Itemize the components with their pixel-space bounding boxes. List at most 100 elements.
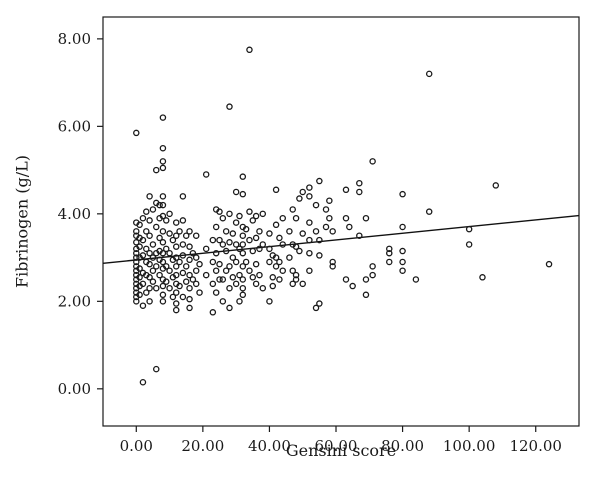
data-point [292, 276, 300, 283]
data-point [172, 254, 180, 261]
data-point [159, 249, 167, 257]
data-point [316, 252, 323, 259]
plot-frame-layer [102, 16, 580, 427]
y-tick-label: 4.00 [58, 205, 91, 223]
data-point [246, 46, 253, 54]
data-point [182, 263, 190, 270]
data-point [159, 228, 167, 235]
data-point [156, 201, 163, 209]
data-point [153, 284, 160, 292]
data-point [209, 258, 217, 266]
data-point [192, 254, 200, 261]
data-point [149, 254, 157, 261]
data-point [179, 193, 187, 200]
data-point [172, 289, 180, 296]
data-point [216, 208, 223, 215]
data-point [465, 241, 473, 248]
data-point [259, 284, 267, 292]
data-point [196, 260, 203, 268]
data-point [286, 254, 293, 261]
data-point [192, 232, 200, 239]
data-point [399, 190, 406, 198]
data-point [222, 247, 230, 255]
data-point [133, 239, 140, 246]
data-point [299, 280, 306, 288]
data-point [212, 267, 220, 274]
data-point [133, 258, 140, 266]
data-point [479, 274, 486, 281]
data-point [139, 236, 147, 244]
data-point [172, 219, 180, 226]
data-point [329, 258, 336, 266]
data-point [386, 258, 393, 266]
data-point [356, 232, 363, 239]
data-point [306, 267, 313, 274]
data-point [179, 217, 187, 224]
data-point [159, 114, 167, 121]
data-point [179, 269, 187, 277]
data-point [399, 258, 406, 266]
data-point [216, 236, 223, 244]
data-point [212, 249, 220, 257]
data-points-layer [133, 46, 553, 386]
data-point [162, 217, 170, 224]
data-point [279, 267, 286, 274]
data-point [306, 236, 313, 244]
data-point [169, 293, 177, 301]
axis-ticks-layer: 0.00 20.00 40.00 60.00 80.00 100.00 120.00 0.00… [58, 30, 562, 455]
data-point [172, 243, 180, 250]
data-point [249, 217, 257, 224]
data-point [266, 258, 273, 266]
data-point [286, 228, 293, 235]
data-point [232, 219, 240, 226]
data-point [312, 228, 320, 235]
fit-line [102, 214, 580, 264]
data-point [312, 304, 320, 312]
data-point [196, 289, 203, 296]
data-point [133, 129, 140, 137]
x-tick-label: 80.00 [381, 437, 424, 455]
data-point [153, 365, 160, 373]
data-point [239, 276, 247, 283]
data-point [252, 212, 260, 220]
data-point [143, 245, 150, 253]
data-point [172, 306, 180, 314]
data-point [192, 267, 200, 274]
data-point [386, 245, 393, 253]
data-point [156, 234, 163, 242]
x-tick-label: 120.00 [509, 437, 562, 455]
data-point [136, 274, 143, 281]
data-point [133, 298, 140, 305]
data-point [166, 230, 173, 237]
data-point [172, 263, 180, 270]
y-tick-label: 0.00 [58, 380, 91, 398]
data-point [222, 267, 230, 274]
data-point [276, 234, 283, 242]
data-point [256, 228, 263, 235]
data-point [369, 271, 376, 279]
trend-line-layer [102, 214, 580, 264]
data-point [269, 274, 277, 281]
data-point [299, 230, 306, 237]
y-tick-label: 2.00 [58, 292, 91, 310]
data-point [239, 173, 247, 180]
data-point [249, 274, 257, 281]
data-point [226, 103, 233, 110]
data-point [219, 276, 227, 283]
data-point [186, 256, 193, 264]
data-point [159, 201, 167, 209]
data-point [425, 208, 433, 215]
data-point [272, 221, 280, 229]
data-point [279, 214, 286, 222]
data-point [322, 223, 330, 231]
data-point [369, 263, 376, 270]
x-tick-label: 20.00 [181, 437, 224, 455]
data-point [166, 210, 173, 218]
data-point [186, 228, 193, 235]
data-point [296, 247, 303, 255]
data-point [316, 236, 323, 244]
data-point [153, 166, 160, 174]
data-point [306, 219, 313, 226]
